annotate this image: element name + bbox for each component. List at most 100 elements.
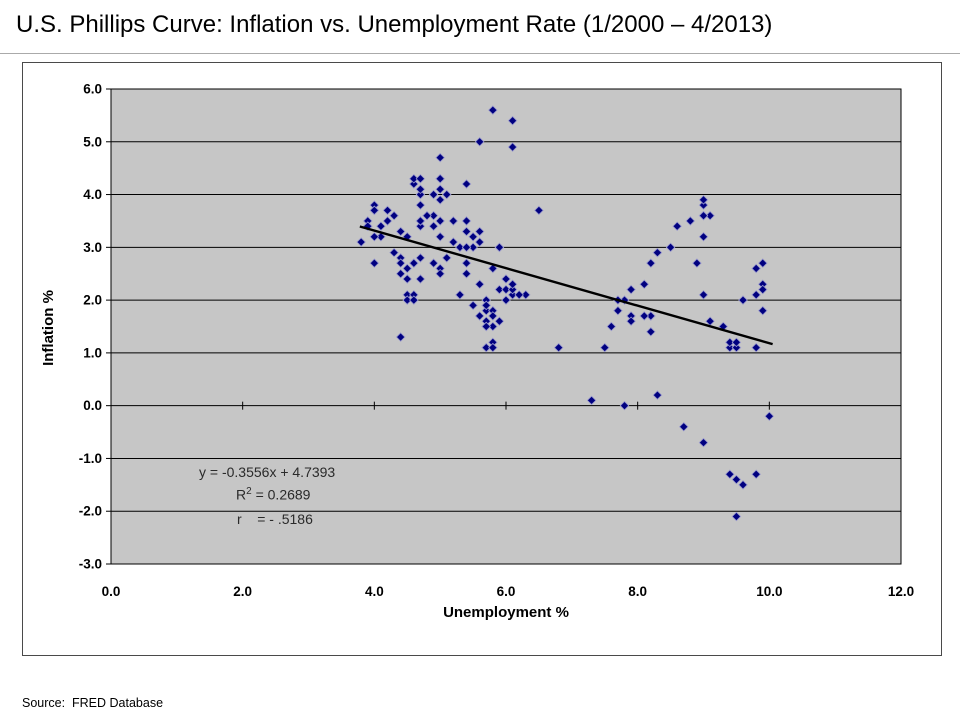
source-notes: Source: FRED Database "CPIAUCSL" – Consu…	[22, 663, 523, 720]
data-point	[731, 474, 742, 485]
data-point	[731, 511, 742, 522]
data-point	[606, 321, 617, 332]
data-point	[757, 305, 768, 316]
data-point	[402, 263, 413, 274]
data-point	[507, 115, 518, 126]
data-point	[415, 200, 426, 210]
data-point	[534, 205, 544, 216]
y-tick-label: 3.0	[83, 240, 102, 255]
data-point	[757, 284, 768, 295]
data-point	[428, 210, 439, 221]
data-point	[461, 179, 472, 189]
data-point	[428, 189, 439, 200]
data-point	[415, 221, 426, 231]
data-point	[751, 342, 761, 353]
data-point	[468, 242, 478, 253]
source-line: Source: FRED Database	[22, 696, 164, 710]
data-point	[376, 232, 386, 242]
y-tick-label: 4.0	[83, 187, 102, 202]
data-point	[725, 469, 735, 480]
data-point	[705, 210, 715, 221]
x-tick-label: 4.0	[365, 584, 384, 599]
data-point	[738, 295, 748, 305]
data-point	[501, 284, 511, 295]
y-axis-title: Inflation %	[40, 290, 57, 366]
data-point	[428, 221, 439, 231]
data-point	[382, 205, 393, 216]
trendline-annotation: y = -0.3556x + 4.7393 R2 = 0.2689 r = - …	[199, 464, 459, 534]
y-tick-label: -3.0	[79, 557, 102, 572]
data-point	[751, 263, 761, 274]
data-point	[672, 221, 682, 231]
x-tick-label: 10.0	[756, 584, 782, 599]
data-point	[488, 321, 498, 332]
data-point	[488, 342, 498, 353]
data-point	[455, 242, 465, 253]
data-point	[474, 226, 485, 237]
data-point	[474, 279, 485, 290]
y-tick-label: 6.0	[83, 82, 102, 97]
data-point	[395, 332, 406, 342]
data-point	[514, 290, 524, 300]
data-point	[698, 200, 709, 210]
correlation-value: r = - .5186	[237, 511, 313, 527]
data-point	[474, 237, 485, 247]
data-point	[468, 232, 478, 242]
data-point	[435, 268, 445, 279]
title-divider	[0, 53, 960, 54]
data-point	[599, 342, 610, 353]
data-point	[415, 184, 426, 195]
data-point	[698, 195, 709, 205]
y-tick-label: 5.0	[83, 134, 102, 149]
data-point	[461, 258, 472, 268]
data-point	[461, 216, 472, 226]
data-point	[409, 179, 419, 189]
data-point	[488, 105, 498, 115]
data-point	[678, 422, 689, 432]
x-tick-label: 2.0	[233, 584, 252, 599]
x-tick-label: 8.0	[628, 584, 647, 599]
data-point	[501, 295, 511, 305]
data-point	[382, 216, 393, 226]
data-point	[764, 411, 775, 421]
data-point	[494, 242, 505, 253]
data-point	[461, 226, 472, 237]
data-point	[369, 258, 380, 268]
data-point	[422, 210, 432, 221]
data-point	[461, 268, 472, 279]
data-point	[613, 305, 623, 316]
data-point	[507, 279, 518, 290]
data-point	[409, 295, 419, 305]
x-tick-label: 0.0	[102, 584, 121, 599]
data-point	[441, 189, 452, 200]
data-point	[488, 311, 498, 321]
data-point	[389, 247, 399, 258]
y-tick-label: 1.0	[83, 345, 102, 360]
data-point	[402, 274, 413, 284]
data-point	[395, 226, 406, 237]
data-point	[626, 284, 636, 295]
data-point	[468, 300, 478, 311]
data-point	[488, 263, 498, 274]
data-point	[415, 274, 426, 284]
data-point	[356, 237, 366, 247]
page-title: U.S. Phillips Curve: Inflation vs. Unemp…	[16, 11, 773, 38]
x-tick-label: 6.0	[497, 584, 516, 599]
data-point	[481, 300, 492, 311]
data-point	[448, 216, 459, 226]
data-point	[435, 173, 445, 184]
data-point	[481, 342, 492, 353]
data-point	[652, 390, 663, 400]
data-point	[698, 210, 709, 221]
data-point	[553, 342, 564, 353]
data-point	[481, 321, 492, 332]
data-point	[646, 327, 656, 337]
data-point	[665, 242, 676, 253]
data-point	[685, 216, 696, 226]
data-point	[646, 258, 656, 268]
data-point	[619, 400, 630, 411]
data-point	[692, 258, 702, 268]
data-point	[448, 237, 459, 247]
data-point	[646, 311, 656, 321]
